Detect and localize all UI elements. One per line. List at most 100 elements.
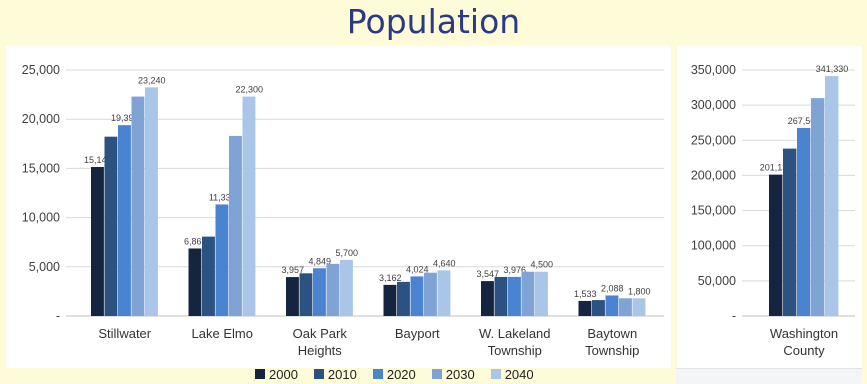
data-label: 4,500 <box>530 260 553 270</box>
bar-2020 <box>508 276 521 316</box>
bar-2030 <box>326 263 340 316</box>
chart-title: Population <box>346 2 521 41</box>
bar-2040 <box>535 271 548 316</box>
data-label: 6,863 <box>184 236 207 246</box>
data-label: 1,533 <box>574 289 597 299</box>
legend-item: 2030 <box>431 366 475 382</box>
data-label: 11,335 <box>209 192 236 202</box>
category-label: Bayport <box>395 326 440 341</box>
data-label: 15,143 <box>84 155 112 165</box>
bar-2040 <box>632 298 646 316</box>
bar-2000 <box>769 174 783 316</box>
legend-label: 2040 <box>504 366 534 382</box>
bar-2030 <box>811 98 825 316</box>
legend-swatch <box>372 369 383 379</box>
category-label: County <box>783 343 825 358</box>
bar-2040 <box>340 259 353 316</box>
category-label: Baytown <box>587 326 637 341</box>
legend-item: 2010 <box>313 366 357 382</box>
category-label: Oak Park <box>293 326 348 341</box>
legend-label: 2010 <box>327 366 357 382</box>
data-label: 4,640 <box>433 258 456 268</box>
data-label: 3,547 <box>476 269 499 279</box>
bar-2000 <box>481 281 494 316</box>
data-label: 3,957 <box>281 265 304 275</box>
y-tick-label: 15,000 <box>22 161 60 175</box>
legend-label: 2000 <box>269 366 298 382</box>
legend-label: 2030 <box>445 366 475 382</box>
y-tick-label: 100,000 <box>691 239 736 253</box>
bottom-strip <box>676 368 862 384</box>
data-label: 4,849 <box>308 256 331 266</box>
y-tick-label: 250,000 <box>691 133 736 147</box>
legend-item: 2040 <box>490 366 534 382</box>
bar-2020 <box>215 204 229 316</box>
bar-2040 <box>145 87 158 317</box>
right-plot: - 50,000 100,000 150,000 200,000 250,000 300,0… <box>691 63 855 358</box>
bar-2010 <box>397 281 410 316</box>
y-tick-label: - <box>732 309 736 323</box>
bar-2030 <box>131 96 145 317</box>
y-tick-label: 200,000 <box>691 168 736 182</box>
category-label: Lake Elmo <box>192 326 253 341</box>
bar-2000 <box>578 300 592 316</box>
data-label: 267,568 <box>788 116 821 126</box>
data-label: 22,300 <box>235 85 263 95</box>
legend: 2000 2010 2020 2030 2040 <box>255 366 534 382</box>
category-label: W. Lakeland <box>479 326 551 341</box>
data-label: 5,700 <box>335 248 358 258</box>
data-label: 2,088 <box>601 283 624 293</box>
bar-2010 <box>202 236 215 316</box>
bar-2020 <box>410 276 424 316</box>
data-label: 4,024 <box>406 264 429 274</box>
data-label: 3,162 <box>379 273 402 283</box>
bar-2020 <box>313 268 326 316</box>
legend-item: 2000 <box>255 367 298 382</box>
left-plot: - 5,000 10,000 15,000 20,000 25,000 15,143 19,3… <box>22 63 664 358</box>
data-label: 201,130 <box>760 163 793 173</box>
legend-swatch <box>431 369 442 379</box>
data-label: 1,800 <box>628 286 651 296</box>
bar-2010 <box>783 148 797 316</box>
bar-2040 <box>437 270 451 316</box>
bar-2030 <box>424 272 437 316</box>
legend-item: 2020 <box>372 366 416 382</box>
legend-label: 2020 <box>386 366 416 382</box>
bar-2040 <box>242 96 256 317</box>
category-label: Washington <box>770 326 838 341</box>
y-tick-label: 300,000 <box>691 98 736 112</box>
bar-2040 <box>825 76 839 316</box>
legend-swatch <box>313 369 324 379</box>
category-label: Heights <box>298 343 343 358</box>
data-label: 341,330 <box>816 64 849 74</box>
bar-2020 <box>605 295 619 316</box>
bar-2010 <box>592 300 605 316</box>
bar-2020 <box>118 125 131 316</box>
legend-swatch <box>255 369 265 379</box>
bar-2030 <box>521 271 535 316</box>
y-tick-label: 350,000 <box>691 63 736 77</box>
data-label: 3,976 <box>503 265 526 275</box>
bar-2000 <box>286 277 299 316</box>
bar-2030 <box>619 298 632 316</box>
y-tick-label: 150,000 <box>691 204 736 218</box>
bar-2000 <box>383 284 397 316</box>
category-label: Stillwater <box>98 326 151 341</box>
bar-2000 <box>91 166 104 316</box>
bar-2010 <box>494 276 508 316</box>
category-label: Township <box>585 343 639 358</box>
y-tick-label: - <box>56 309 60 323</box>
bar-2000 <box>188 248 202 316</box>
y-tick-label: 20,000 <box>22 112 60 126</box>
bar-2030 <box>229 135 242 316</box>
y-tick-label: 5,000 <box>29 260 60 274</box>
bar-2010 <box>104 136 118 316</box>
bar-2020 <box>797 127 811 316</box>
y-tick-label: 50,000 <box>698 274 736 288</box>
legend-swatch <box>490 369 501 379</box>
data-label: 19,394 <box>111 113 139 123</box>
y-tick-label: 25,000 <box>22 63 60 77</box>
bar-2010 <box>299 273 313 316</box>
